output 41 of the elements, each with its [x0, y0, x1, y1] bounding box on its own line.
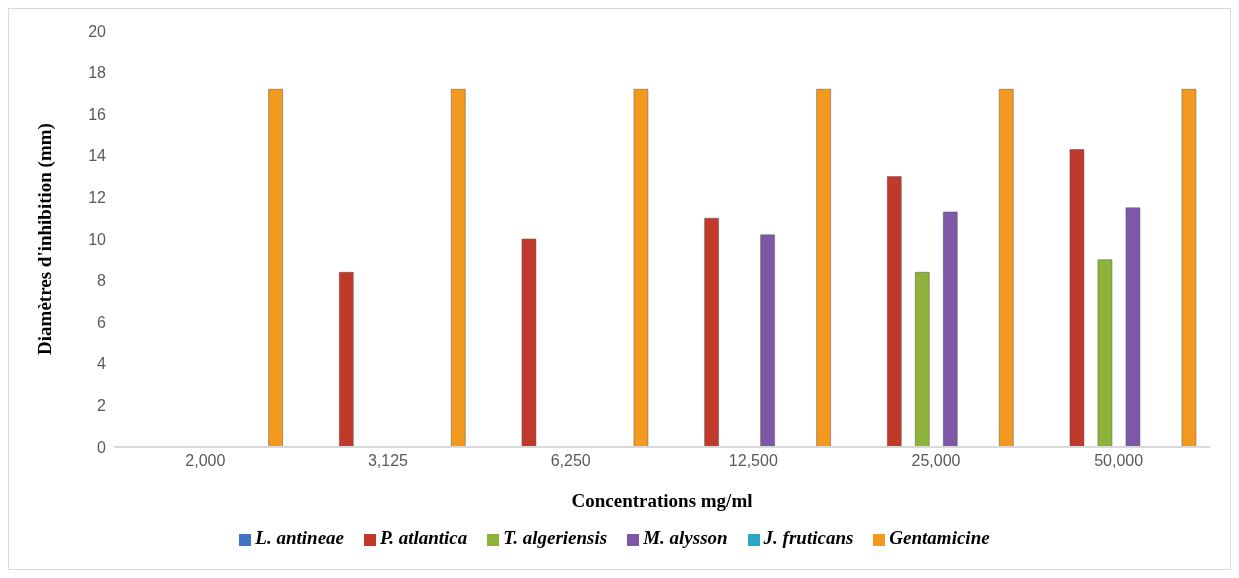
y-tick-label: 2 — [97, 397, 107, 415]
x-tick-label: 6,250 — [550, 452, 591, 470]
bar — [760, 234, 775, 447]
y-tick-label: 8 — [97, 272, 107, 290]
y-tick-label: 6 — [97, 313, 107, 331]
bar — [943, 211, 958, 447]
legend-label: Gentamicine — [889, 527, 990, 548]
bar — [451, 88, 466, 447]
bar — [915, 272, 930, 447]
legend-label: L. antineae — [255, 527, 345, 548]
bar — [1097, 259, 1113, 447]
x-tick-label: 2,000 — [185, 452, 226, 470]
bar — [704, 217, 719, 447]
legend-label: P. atlantica — [380, 527, 468, 548]
x-axis-title: Concentrations mg/ml — [571, 490, 753, 511]
y-tick-label: 18 — [88, 64, 107, 82]
bar — [1125, 207, 1141, 447]
bar — [268, 88, 283, 447]
x-tick-label: 50,000 — [1094, 452, 1144, 470]
y-tick-label: 0 — [97, 438, 107, 456]
y-tick-label: 12 — [88, 189, 107, 207]
y-tick-label: 20 — [88, 22, 107, 40]
bar — [999, 88, 1014, 447]
y-tick-label: 10 — [88, 230, 107, 248]
bar — [521, 238, 537, 447]
legend-label: T. algeriensis — [503, 527, 608, 548]
legend-label: J. fruticans — [763, 527, 854, 548]
x-tick-label: 12,500 — [728, 452, 778, 470]
bar — [1181, 88, 1197, 447]
y-tick-label: 14 — [88, 147, 107, 165]
bar — [887, 176, 902, 447]
bar — [1069, 149, 1085, 447]
bar — [816, 88, 831, 447]
legend-label: M. alysson — [643, 527, 728, 548]
x-tick-label: 25,000 — [911, 452, 961, 470]
y-tick-label: 16 — [88, 105, 107, 123]
bar — [339, 272, 354, 447]
y-axis-title: Diamètres d'inhibition (mm) — [33, 123, 56, 355]
y-tick-label: 4 — [97, 355, 107, 373]
x-tick-label: 3,125 — [367, 452, 409, 470]
bar — [633, 88, 649, 447]
